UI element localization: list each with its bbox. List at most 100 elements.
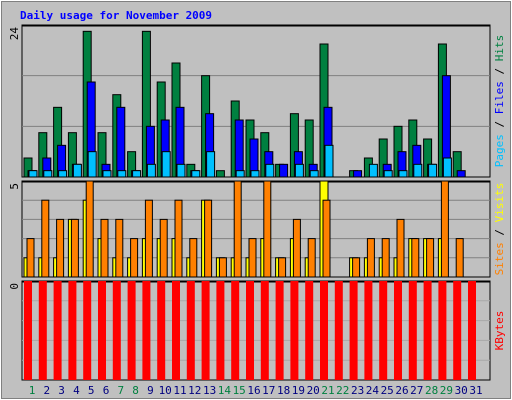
x-tick-label: 12 — [188, 384, 201, 397]
x-tick-label: 16 — [247, 384, 260, 397]
bar — [176, 163, 186, 178]
bar — [161, 151, 171, 178]
bar — [364, 281, 373, 380]
bar — [43, 170, 53, 178]
bar — [116, 106, 126, 178]
bar — [368, 163, 378, 178]
bar — [117, 170, 127, 178]
bar — [379, 281, 388, 380]
bar — [455, 238, 464, 278]
legend: Sites / Visits — [493, 183, 506, 276]
bar — [102, 170, 112, 178]
bar — [408, 281, 417, 380]
legend-entry: Visits — [493, 183, 506, 223]
x-tick-label: 4 — [73, 384, 80, 397]
bar — [428, 163, 438, 178]
bar — [305, 281, 314, 380]
x-tick-label: 9 — [147, 384, 154, 397]
bar — [468, 281, 476, 380]
bar — [366, 238, 375, 278]
bar — [87, 151, 97, 178]
bar — [423, 281, 432, 380]
bar — [201, 281, 210, 380]
bar — [292, 218, 301, 278]
bar — [235, 170, 245, 178]
bar — [250, 170, 260, 178]
bar — [349, 281, 358, 380]
x-tick-label: 30 — [455, 384, 468, 397]
bar — [127, 281, 136, 380]
plot-area — [21, 280, 491, 381]
legend-separator: / — [493, 222, 506, 242]
x-tick-label: 8 — [132, 384, 139, 397]
bar — [334, 281, 343, 380]
bar — [53, 281, 62, 380]
legend: KBytes — [493, 311, 506, 351]
bar — [174, 199, 183, 278]
x-tick-label: 2 — [43, 384, 50, 397]
x-tick-label: 7 — [117, 384, 124, 397]
x-tick-label: 22 — [336, 384, 349, 397]
bar — [442, 157, 452, 178]
bar — [159, 218, 168, 278]
bar — [307, 238, 316, 278]
bar — [142, 281, 151, 380]
bar — [294, 163, 304, 178]
bar — [352, 257, 361, 278]
legend-entry: Pages — [493, 134, 506, 167]
x-tick-label: 28 — [425, 384, 438, 397]
bar — [322, 199, 331, 278]
bar — [309, 170, 319, 178]
legend-entry: Hits — [493, 35, 506, 62]
bar — [83, 281, 92, 380]
bar — [72, 163, 82, 178]
bar — [453, 281, 462, 380]
bar — [85, 180, 94, 278]
x-tick-label: 15 — [233, 384, 246, 397]
x-tick-label: 19 — [292, 384, 305, 397]
x-tick-label: 17 — [262, 384, 275, 397]
bar — [275, 281, 284, 380]
x-tick-label: 18 — [277, 384, 290, 397]
bar — [172, 281, 180, 380]
bar — [234, 119, 244, 178]
bar — [186, 281, 195, 380]
bar — [398, 170, 408, 178]
x-tick-label: 27 — [410, 384, 423, 397]
bar — [246, 281, 254, 380]
bar — [24, 281, 32, 380]
legend-entry: Sites — [493, 242, 506, 275]
x-tick-label: 6 — [103, 384, 110, 397]
bar — [381, 238, 390, 278]
bar — [41, 199, 50, 278]
bar — [426, 238, 435, 278]
bar — [411, 238, 420, 278]
x-tick-label: 11 — [173, 384, 186, 397]
x-tick-label: 29 — [440, 384, 453, 397]
x-tick-label: 5 — [88, 384, 95, 397]
bar — [146, 163, 156, 178]
bar — [456, 170, 466, 178]
bar — [320, 281, 328, 380]
legend-entry: KBytes — [493, 311, 506, 351]
x-tick-label: 1 — [29, 384, 36, 397]
bar — [216, 281, 225, 380]
bar — [26, 238, 35, 278]
x-tick-label: 21 — [321, 384, 334, 397]
bar — [215, 170, 225, 178]
bar — [394, 281, 402, 380]
bar — [324, 144, 334, 178]
y-tick-label: 5 — [8, 183, 21, 190]
bar — [191, 170, 201, 178]
bar — [56, 218, 65, 278]
bar — [70, 218, 79, 278]
legend: Pages / Files / Hits — [493, 35, 506, 168]
bar — [98, 281, 106, 380]
bar — [231, 281, 240, 380]
bar — [132, 170, 142, 178]
bar — [58, 170, 68, 178]
bar — [218, 257, 227, 278]
bar — [263, 180, 272, 278]
